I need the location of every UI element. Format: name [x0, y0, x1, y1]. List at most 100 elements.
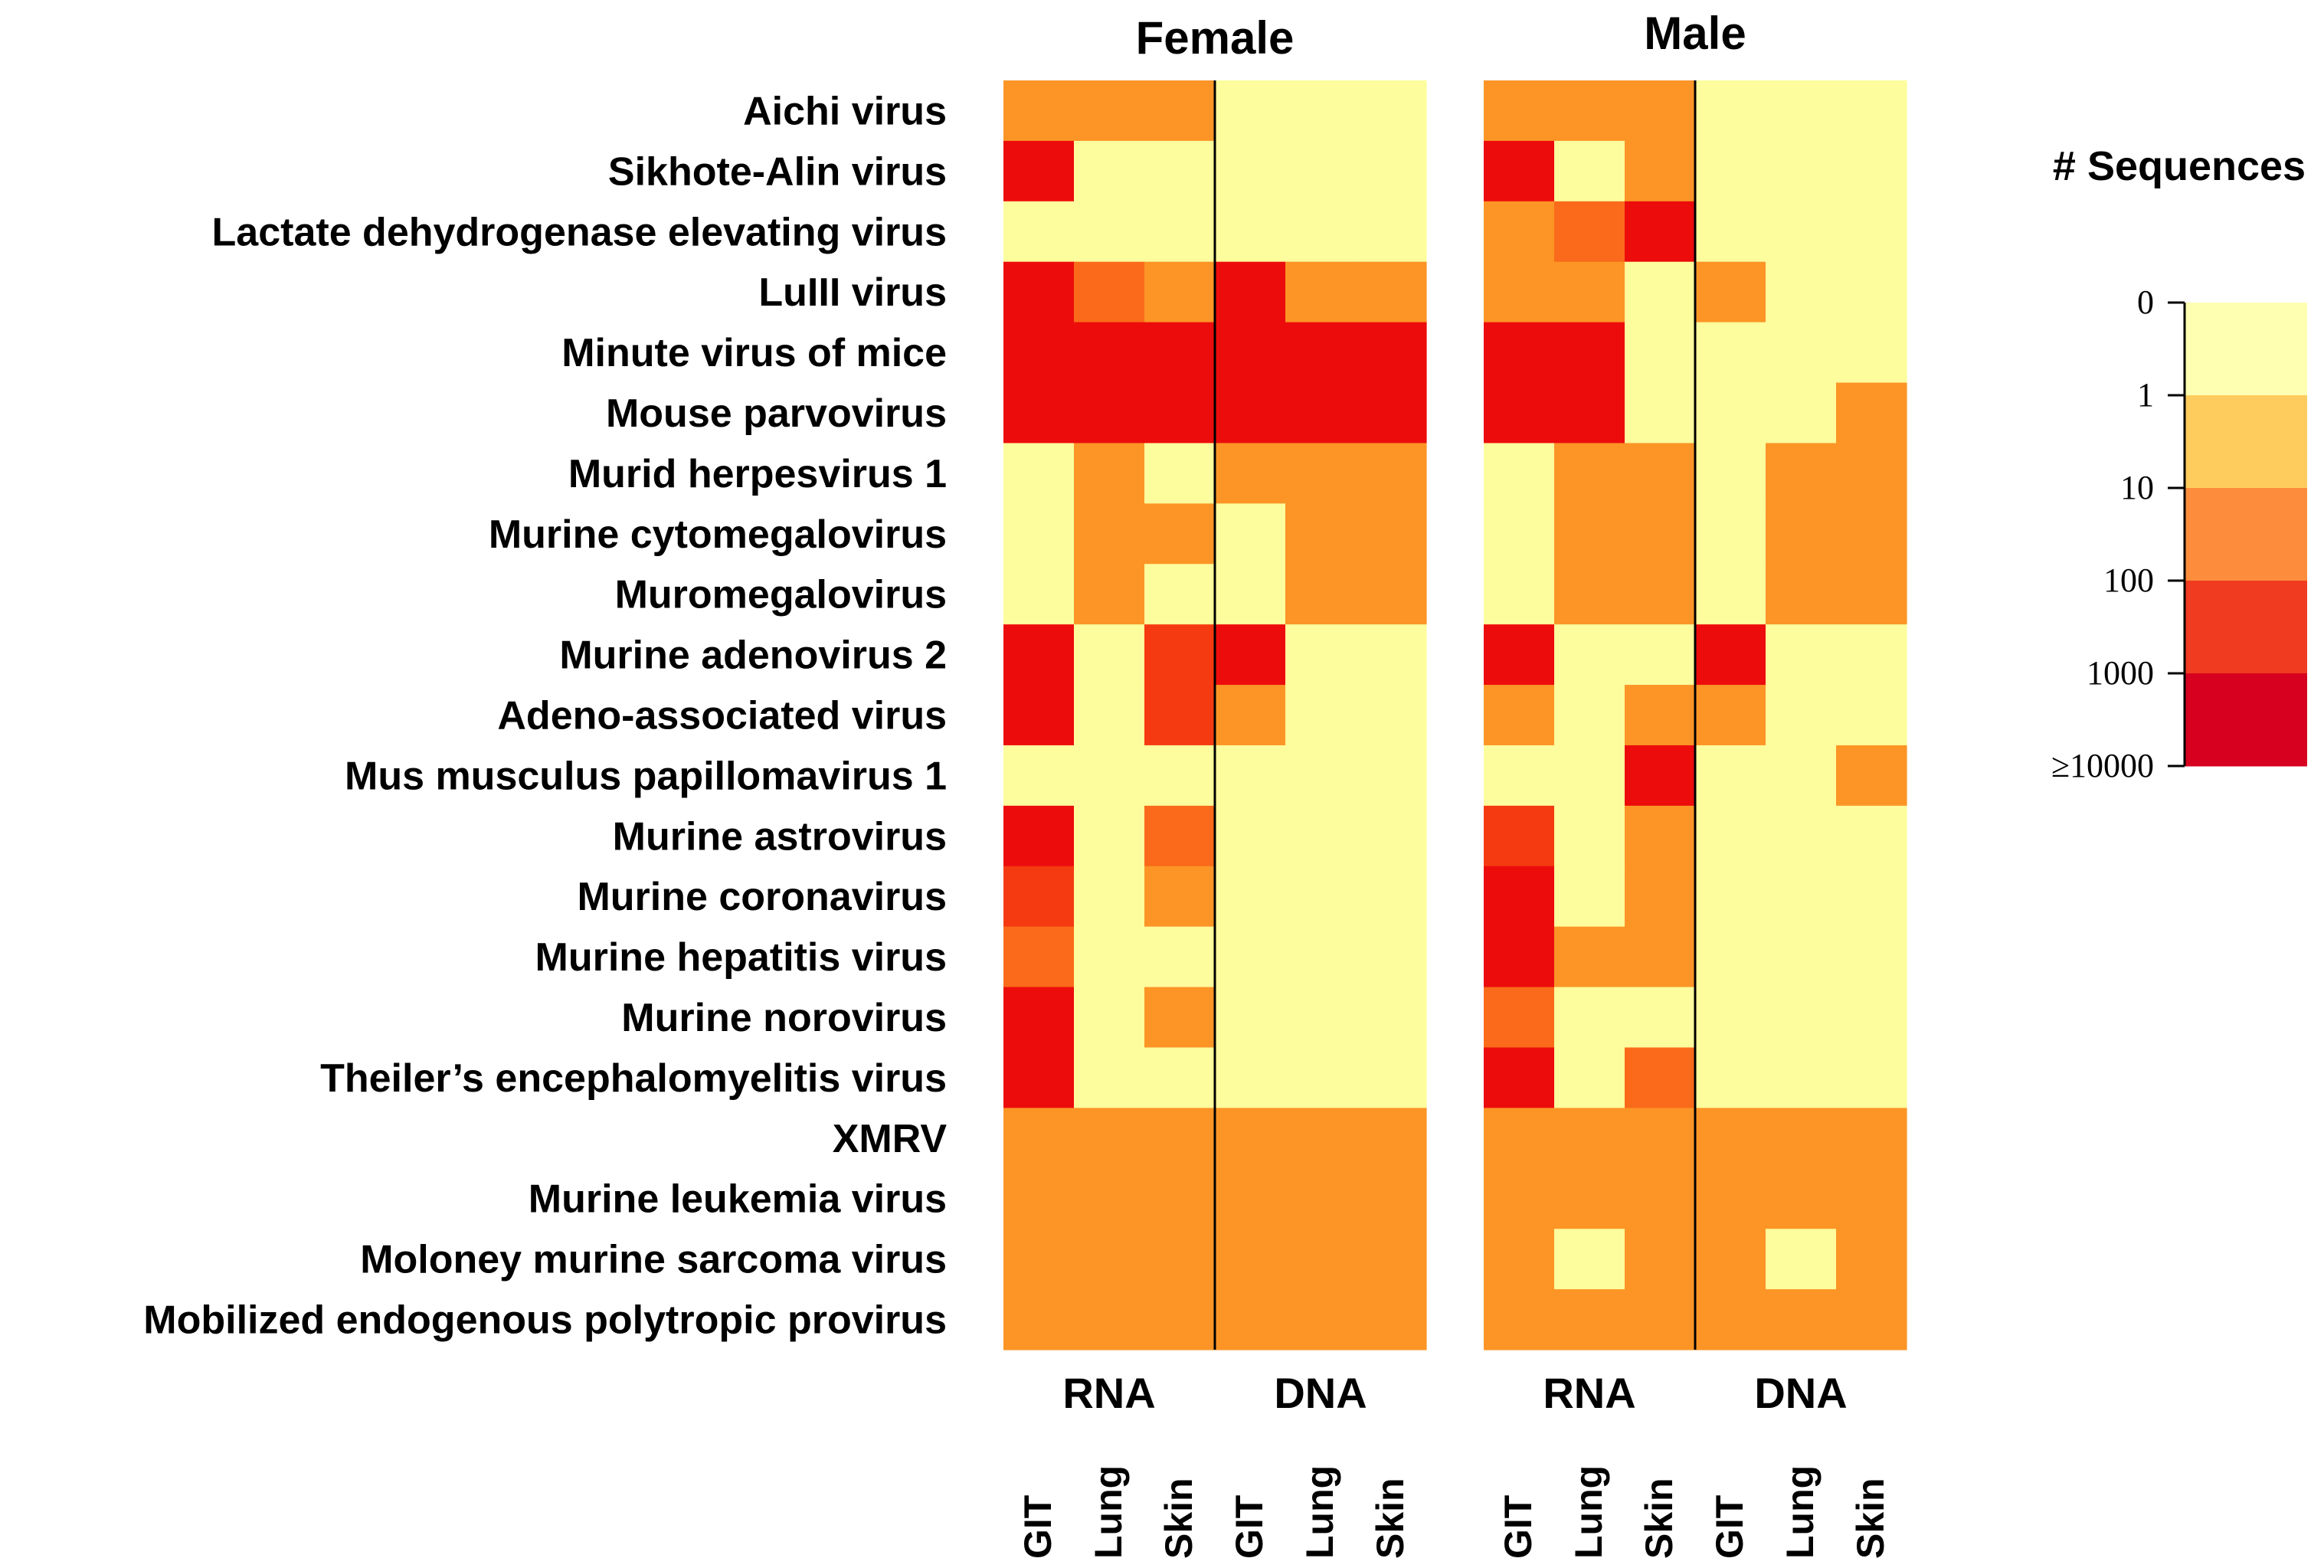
row-label: Mouse parvovirus [606, 391, 947, 436]
heatmap-cell [1003, 745, 1075, 807]
legend-tick-label: 1000 [2087, 654, 2154, 692]
heatmap-cell [1074, 503, 1145, 565]
legend-tick-label: ≥10000 [2051, 747, 2154, 784]
heatmap-cell [1484, 805, 1555, 867]
heatmap-cell [1484, 685, 1555, 746]
heatmap-cell [1074, 745, 1145, 807]
heatmap-cell [1554, 1289, 1625, 1350]
heatmap-cell [1074, 201, 1145, 263]
heatmap-cell [1144, 322, 1216, 384]
heatmap-cell [1766, 443, 1837, 504]
heatmap-cell [1695, 80, 1766, 142]
heatmap-cell [1074, 261, 1145, 323]
row-label: Mobilized endogenous polytropic provirus [143, 1298, 947, 1343]
heatmap-cell [1695, 624, 1766, 686]
heatmap-cell [1215, 564, 1286, 625]
heatmap-cell [1554, 1229, 1625, 1290]
heatmap-cell [1625, 987, 1696, 1049]
row-label: Theiler’s encephalomyelitis virus [320, 1056, 947, 1101]
heatmap-cell [1554, 987, 1625, 1049]
group-label-dna: DNA [1754, 1369, 1847, 1417]
row-label: Moloney murine sarcoma virus [360, 1238, 947, 1282]
heatmap-cell [1074, 1047, 1145, 1108]
heatmap-cell [1356, 80, 1427, 142]
heatmap-cell [1074, 624, 1145, 686]
heatmap-cell [1003, 261, 1075, 323]
group-label-rna: RNA [1543, 1369, 1635, 1417]
heatmap-cell [1554, 261, 1625, 323]
heatmap-cell [1144, 1229, 1216, 1290]
heatmap-cell [1836, 261, 1907, 323]
heatmap-cell [1215, 382, 1286, 444]
heatmap-cell [1215, 443, 1286, 504]
row-label: Murine astrovirus [613, 814, 947, 859]
heatmap-cell [1766, 1168, 1837, 1229]
heatmap-cell [1215, 1289, 1286, 1350]
heatmap-cell [1766, 382, 1837, 444]
row-label: Murine norovirus [621, 996, 947, 1040]
heatmap-cell [1484, 926, 1555, 988]
tissue-label-lung: Lung [1087, 1465, 1130, 1559]
heatmap-cell [1144, 685, 1216, 746]
heatmap-cell [1215, 1229, 1286, 1290]
heatmap-cell [1836, 503, 1907, 565]
legend-swatch [2185, 581, 2307, 674]
heatmap-cell [1836, 1047, 1907, 1108]
heatmap-cell [1484, 745, 1555, 807]
heatmap-cell [1484, 1289, 1555, 1350]
heatmap-cell [1144, 926, 1216, 988]
heatmap-cell [1695, 1047, 1766, 1108]
heatmap-cell [1074, 1289, 1145, 1350]
heatmap-cell [1215, 140, 1286, 202]
legend-tick-label: 0 [2137, 283, 2154, 321]
heatmap-cell [1144, 382, 1216, 444]
heatmap-cell [1836, 1168, 1907, 1229]
legend-title: # Sequences [2053, 143, 2306, 189]
heatmap-cell [1074, 443, 1145, 504]
heatmap-cell [1766, 322, 1837, 384]
heatmap-cell [1003, 80, 1075, 142]
heatmap-cell [1003, 805, 1075, 867]
heatmap-cell [1554, 201, 1625, 263]
heatmap-cell [1625, 1229, 1696, 1290]
heatmap-cell [1836, 745, 1907, 807]
heatmap-cell [1215, 926, 1286, 988]
heatmap-cell [1356, 382, 1427, 444]
heatmap-cell [1766, 1108, 1837, 1169]
heatmap-cell [1836, 382, 1907, 444]
heatmap-cell [1285, 866, 1357, 928]
heatmap-cell [1356, 443, 1427, 504]
heatmap-cell [1836, 866, 1907, 928]
heatmap-cell [1766, 624, 1837, 686]
heatmap-cell [1003, 1229, 1075, 1290]
heatmap-cell [1074, 926, 1145, 988]
heatmap-cell [1554, 140, 1625, 202]
row-label: Sikhote-Alin virus [608, 149, 947, 194]
heatmap-cell [1356, 1047, 1427, 1108]
heatmap-cell [1215, 685, 1286, 746]
heatmap-cell [1625, 1168, 1696, 1229]
heatmap-cell [1003, 503, 1075, 565]
heatmap-cell [1484, 624, 1555, 686]
heatmap-cell [1215, 1047, 1286, 1108]
heatmap-cell [1625, 685, 1696, 746]
heatmap-cell [1285, 80, 1357, 142]
row-label: Mus musculus papillomavirus 1 [345, 754, 947, 798]
heatmap-cell [1625, 322, 1696, 384]
heatmap-cell [1695, 261, 1766, 323]
heatmap-cell [1484, 261, 1555, 323]
heatmap-cell [1695, 564, 1766, 625]
heatmap-cell [1144, 503, 1216, 565]
heatmap-cell [1215, 201, 1286, 263]
heatmap-cell [1766, 926, 1837, 988]
heatmap-cell [1484, 1168, 1555, 1229]
heatmap-cell [1484, 443, 1555, 504]
heatmap-cell [1285, 1289, 1357, 1350]
heatmap-cell [1695, 140, 1766, 202]
heatmap-cell [1766, 503, 1837, 565]
tissue-label-lung: Lung [1298, 1465, 1341, 1559]
row-label: Murine adenovirus 2 [559, 633, 947, 678]
heatmap-cell [1484, 1108, 1555, 1169]
heatmap-cell [1356, 624, 1427, 686]
